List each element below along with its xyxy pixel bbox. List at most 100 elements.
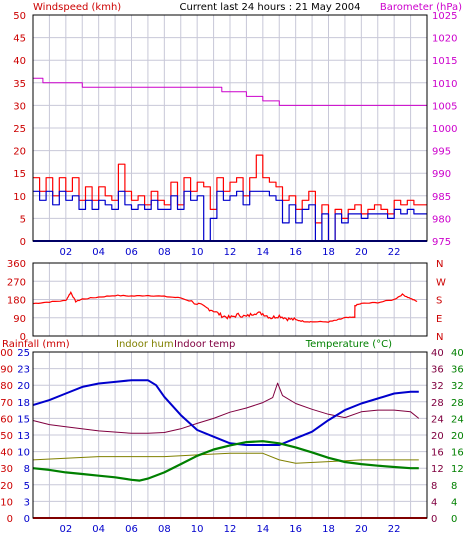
indoor-temp-series-line (32, 382, 420, 434)
indoor-temp-tick-label: 36 (431, 365, 444, 376)
x-tick-label: 20 (355, 247, 368, 258)
indoor-temp-tick-label: 12 (431, 464, 444, 475)
rainfall-axis-label: Rainfall (mm) (2, 339, 70, 350)
direction-compass-tick-label: N (436, 332, 443, 343)
humidity-tick-label: 23 (17, 365, 30, 376)
temperature-label: Temperature (°C) (305, 339, 392, 350)
barometer-tick-label: 1015 (432, 56, 457, 67)
direction-panel-frame (32, 262, 428, 337)
rain-tick-label: 30 (0, 464, 13, 475)
windspeed-tick-label: 25 (13, 124, 26, 135)
x-tick-label: 10 (191, 247, 204, 258)
indoor-temp-tick-label: 32 (431, 381, 444, 392)
temperature-series-line (32, 440, 419, 482)
barometer-tick-label: 1025 (432, 11, 457, 22)
temperature-tick-label: 40 (451, 348, 464, 359)
indoor-hum-label: Indoor hum (116, 339, 174, 350)
direction-degree-tick-label: 180 (7, 296, 26, 307)
windspeed-tick-label: 40 (13, 56, 26, 67)
temperature-tick-label: 20 (451, 431, 464, 442)
barometer-tick-label: 1005 (432, 101, 457, 112)
x-tick-label: 16 (289, 247, 302, 258)
windspeed-tick-label: 20 (13, 147, 26, 158)
x-tick-label: 06 (125, 524, 138, 535)
humidity-tick-label: 3 (24, 497, 30, 508)
direction-compass-tick-label: W (436, 277, 446, 288)
x-tick-label: 18 (322, 524, 335, 535)
direction-compass-tick-label: E (436, 314, 442, 325)
rain-tick-label: 100 (0, 348, 13, 359)
windspeed-axis-label: Windspeed (kmh) (33, 2, 121, 13)
rain-tick-label: 90 (0, 365, 13, 376)
rain-tick-label: 0 (7, 514, 13, 525)
temperature-tick-label: 8 (451, 481, 457, 492)
windspeed-tick-label: 50 (13, 11, 26, 22)
windspeed-tick-label: 30 (13, 101, 26, 112)
indoor-humidity-series-line (32, 452, 419, 464)
average-wind-series-line (33, 190, 427, 242)
direction-degree-tick-label: 90 (13, 314, 26, 325)
barometer-tick-label: 985 (432, 192, 451, 203)
humidity-tick-label: 15 (17, 414, 30, 425)
windspeed-tick-label: 0 (20, 237, 26, 248)
windspeed-tick-label: 15 (13, 169, 26, 180)
direction-degree-tick-label: 270 (7, 277, 26, 288)
windspeed-tick-label: 10 (13, 192, 26, 203)
temperature-tick-label: 0 (451, 514, 457, 525)
rain-tick-label: 50 (0, 431, 13, 442)
x-tick-label: 12 (224, 247, 237, 258)
gust-series-line (33, 154, 427, 242)
direction-degree-tick-label: 360 (7, 259, 26, 270)
x-tick-label: 12 (224, 524, 237, 535)
x-tick-label: 14 (256, 524, 269, 535)
x-tick-label: 18 (322, 247, 335, 258)
temperature-tick-label: 4 (451, 497, 457, 508)
direction-series-line (32, 290, 418, 323)
windspeed-tick-label: 45 (13, 34, 26, 45)
x-tick-label: 20 (355, 524, 368, 535)
page-title: Current last 24 hours : 21 May 2004 (180, 2, 361, 13)
windspeed-tick-label: 35 (13, 79, 26, 90)
outdoor-humidity-series-line (32, 379, 419, 446)
humidity-tick-label: 0 (24, 514, 30, 525)
temperature-tick-label: 28 (451, 398, 464, 409)
x-tick-label: 06 (125, 247, 138, 258)
barometer-tick-label: 1010 (432, 79, 457, 90)
indoor-temp-tick-label: 24 (431, 414, 444, 425)
indoor-temp-tick-label: 16 (431, 448, 444, 459)
rain-tick-label: 10 (0, 497, 13, 508)
x-tick-label: 16 (289, 524, 302, 535)
barometer-tick-label: 975 (432, 237, 451, 248)
rain-tick-label: 20 (0, 481, 13, 492)
temperature-tick-label: 36 (451, 365, 464, 376)
x-tick-label: 14 (256, 247, 269, 258)
x-tick-label: 02 (59, 247, 72, 258)
x-tick-label: 08 (158, 524, 171, 535)
x-tick-label: 08 (158, 247, 171, 258)
x-tick-label: 22 (388, 247, 401, 258)
indoor-temp-tick-label: 28 (431, 398, 444, 409)
windspeed-tick-label: 5 (20, 214, 26, 225)
indoor-temp-tick-label: 40 (431, 348, 444, 359)
indoor-temp-tick-label: 20 (431, 431, 444, 442)
barometer-tick-label: 990 (432, 169, 451, 180)
humidity-tick-label: 18 (17, 398, 30, 409)
indoor-temp-tick-label: 4 (431, 497, 437, 508)
x-tick-label: 04 (92, 524, 105, 535)
barometer-tick-label: 995 (432, 147, 451, 158)
indoor-temp-tick-label: 8 (431, 481, 437, 492)
rain-tick-label: 80 (0, 381, 13, 392)
temperature-tick-label: 32 (451, 381, 464, 392)
humidity-tick-label: 8 (24, 464, 30, 475)
humidity-tick-label: 20 (17, 381, 30, 392)
humidity-tick-label: 10 (17, 448, 30, 459)
barometer-tick-label: 1000 (432, 124, 457, 135)
wind-panel-frame (32, 14, 428, 242)
barometer-tick-label: 1020 (432, 34, 457, 45)
temperature-tick-label: 24 (451, 414, 464, 425)
humidity-panel-frame (32, 351, 428, 519)
x-tick-label: 10 (191, 524, 204, 535)
rain-tick-label: 40 (0, 448, 13, 459)
